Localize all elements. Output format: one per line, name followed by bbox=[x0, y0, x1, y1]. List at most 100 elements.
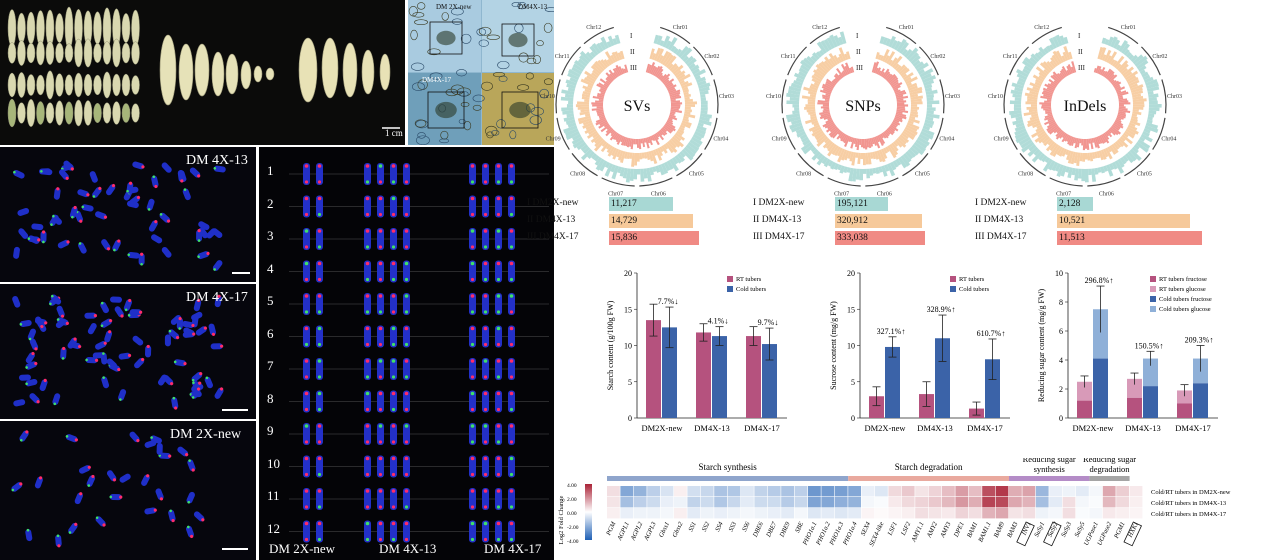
ring-segment bbox=[668, 117, 673, 121]
ring-segment bbox=[1076, 138, 1081, 148]
chromosome bbox=[100, 352, 108, 365]
gene-label: SBE bbox=[794, 521, 805, 534]
chromosome-arc bbox=[797, 152, 824, 177]
heatmap-cell bbox=[834, 508, 848, 519]
chromosome bbox=[158, 452, 172, 459]
tuber bbox=[36, 40, 45, 66]
ring-segment bbox=[683, 115, 689, 120]
chromosome bbox=[29, 338, 39, 351]
ring-segment bbox=[1047, 112, 1053, 116]
ring-segment bbox=[894, 139, 903, 148]
cell bbox=[509, 130, 517, 140]
chromosome-arc bbox=[693, 46, 713, 76]
ring-segment bbox=[1120, 67, 1128, 75]
chromosome bbox=[27, 328, 37, 341]
chromosome bbox=[34, 476, 43, 489]
gene-label: LSF2 bbox=[900, 520, 913, 537]
ring-segment bbox=[607, 35, 615, 47]
ring-segment bbox=[1013, 107, 1022, 111]
ring-segment bbox=[1098, 150, 1104, 161]
ring-segment bbox=[890, 57, 898, 67]
ring-segment bbox=[903, 128, 916, 138]
karyo-chromosome bbox=[303, 520, 310, 543]
ring-segment bbox=[1015, 122, 1025, 128]
chromosome bbox=[13, 169, 25, 179]
ring-segment bbox=[909, 89, 923, 96]
ring-segment bbox=[662, 52, 672, 66]
ring-segment bbox=[1117, 95, 1123, 99]
heatmap-cell bbox=[794, 508, 808, 519]
ring-segment bbox=[1076, 152, 1081, 166]
ring-segment bbox=[1132, 95, 1144, 100]
ring-segment bbox=[683, 113, 696, 119]
ring-segment bbox=[623, 68, 627, 74]
ring-segment bbox=[838, 74, 843, 79]
ring-segment bbox=[817, 102, 830, 105]
ring-segment bbox=[837, 130, 842, 135]
ring-segment bbox=[635, 138, 637, 145]
fish-panel-4x13: DM 4X-13 bbox=[0, 147, 256, 282]
karyo-chromosome bbox=[316, 358, 323, 380]
heatmap-cell bbox=[848, 508, 861, 519]
ring-segment bbox=[664, 123, 676, 132]
ring-segment bbox=[669, 158, 679, 172]
heatmap-cell bbox=[741, 486, 754, 497]
chromosome bbox=[39, 378, 48, 392]
ring-segment bbox=[888, 125, 896, 132]
ring-segment bbox=[1129, 120, 1141, 127]
tuber bbox=[93, 102, 102, 124]
ring-segment bbox=[1111, 161, 1118, 170]
chromosome bbox=[127, 200, 139, 209]
ring-segment bbox=[1044, 156, 1051, 163]
ring-segment bbox=[897, 64, 906, 73]
gene-label: SS4 bbox=[714, 520, 725, 532]
tuber bbox=[211, 51, 225, 97]
ring-segment bbox=[920, 131, 934, 140]
chromosome bbox=[189, 167, 201, 178]
ring-segment bbox=[1119, 156, 1127, 165]
ring-segment bbox=[1058, 147, 1065, 157]
ring-segment bbox=[1035, 66, 1048, 77]
ring-segment bbox=[1032, 74, 1044, 83]
heatmap-cell bbox=[955, 486, 969, 497]
ring-segment bbox=[844, 53, 849, 61]
gene-label: HXK1 bbox=[1126, 521, 1140, 540]
ring-segment bbox=[827, 117, 832, 121]
ring-segment bbox=[820, 106, 830, 109]
heatmap-cell bbox=[901, 497, 915, 508]
ring-segment bbox=[823, 60, 833, 70]
ring-segment bbox=[694, 75, 701, 81]
ring-segment bbox=[874, 67, 879, 74]
karyo-chromosome bbox=[482, 163, 489, 185]
chromosome-arc bbox=[886, 26, 917, 45]
ring-segment bbox=[666, 120, 674, 125]
ring-segment bbox=[896, 38, 907, 53]
ring-segment bbox=[1106, 130, 1113, 138]
ring-segment bbox=[1067, 151, 1074, 164]
karyo-chromosome bbox=[482, 455, 489, 478]
ring-segment bbox=[817, 100, 830, 103]
group-label: degradation bbox=[1089, 464, 1130, 474]
ring-segment bbox=[825, 141, 834, 150]
ring-segment bbox=[1082, 152, 1085, 162]
chromosome-arc bbox=[1049, 177, 1083, 187]
circos-legend-value: 11,513 bbox=[1057, 231, 1202, 245]
ring-segment bbox=[1074, 168, 1079, 181]
ring-segment bbox=[1059, 35, 1066, 46]
ring-segment bbox=[1010, 113, 1023, 119]
heatmap-cell bbox=[674, 497, 687, 508]
tuber bbox=[379, 53, 391, 91]
ring-segment bbox=[892, 141, 899, 147]
ring-segment bbox=[1043, 137, 1052, 147]
ring-segment bbox=[614, 67, 621, 77]
heatmap-cell bbox=[1089, 508, 1103, 519]
karyo-chromosome bbox=[403, 260, 410, 283]
ring-segment bbox=[827, 160, 834, 167]
cell bbox=[412, 82, 425, 92]
karyo-chromosome bbox=[508, 455, 515, 478]
ring-segment bbox=[620, 135, 625, 143]
tuber bbox=[225, 53, 239, 95]
ring-segment bbox=[846, 51, 851, 60]
ring-segment bbox=[647, 64, 652, 74]
ring-segment bbox=[922, 125, 931, 131]
